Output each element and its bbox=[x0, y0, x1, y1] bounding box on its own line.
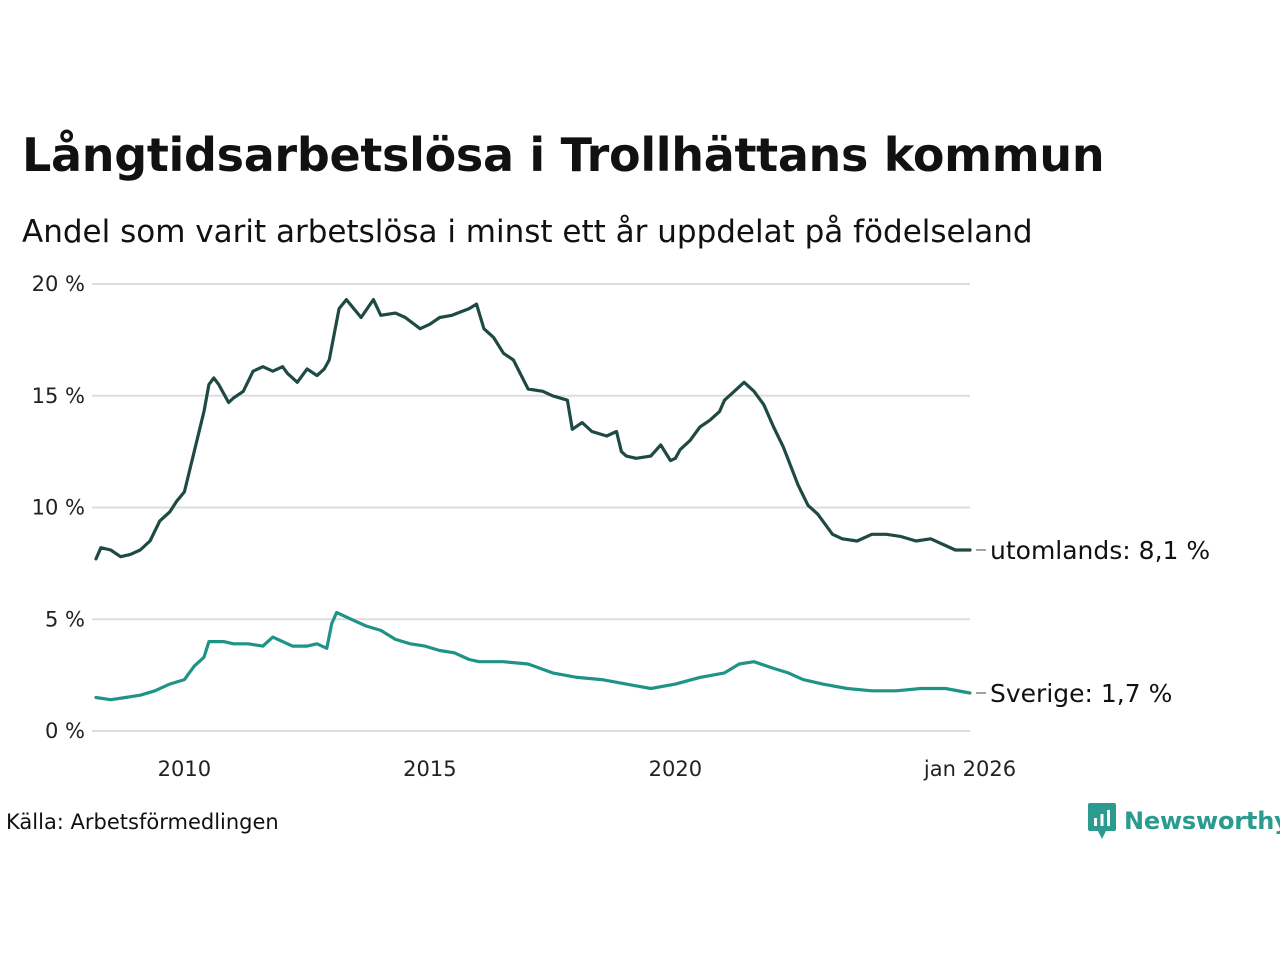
x-tick-label: 2015 bbox=[403, 757, 456, 781]
newsworthy-logo-icon bbox=[1088, 803, 1116, 839]
x-tick-label: 2020 bbox=[649, 757, 702, 781]
x-tick-label: 2010 bbox=[158, 757, 211, 781]
y-tick-label: 5 % bbox=[45, 607, 85, 631]
y-axis-ticks: 0 % 5 % 10 % 15 % 20 % bbox=[32, 272, 85, 743]
chart-subtitle: Andel som varit arbetslösa i minst ett å… bbox=[22, 214, 1033, 250]
end-labels: utomlands: 8,1 % Sverige: 1,7 % bbox=[976, 536, 1210, 708]
y-tick-label: 15 % bbox=[32, 384, 85, 408]
end-label-utomlands: utomlands: 8,1 % bbox=[990, 536, 1210, 565]
chart-title: Långtidsarbetslösa i Trollhättans kommun bbox=[22, 128, 1105, 182]
y-tick-label: 10 % bbox=[32, 496, 85, 520]
y-tick-label: 20 % bbox=[32, 272, 85, 296]
series-line-utomlands bbox=[94, 298, 972, 561]
end-label-sverige: Sverige: 1,7 % bbox=[990, 679, 1172, 708]
y-tick-label: 0 % bbox=[45, 719, 85, 743]
x-tick-label: jan 2026 bbox=[923, 757, 1016, 781]
newsworthy-logo: Newsworthy bbox=[1088, 803, 1280, 839]
brand-name: Newsworthy bbox=[1124, 807, 1280, 835]
series-lines bbox=[94, 298, 972, 702]
source-note: Källa: Arbetsförmedlingen bbox=[6, 810, 279, 834]
series-line-sverige bbox=[94, 610, 972, 702]
x-axis-ticks: 2010 2015 2020 jan 2026 bbox=[158, 757, 1016, 781]
